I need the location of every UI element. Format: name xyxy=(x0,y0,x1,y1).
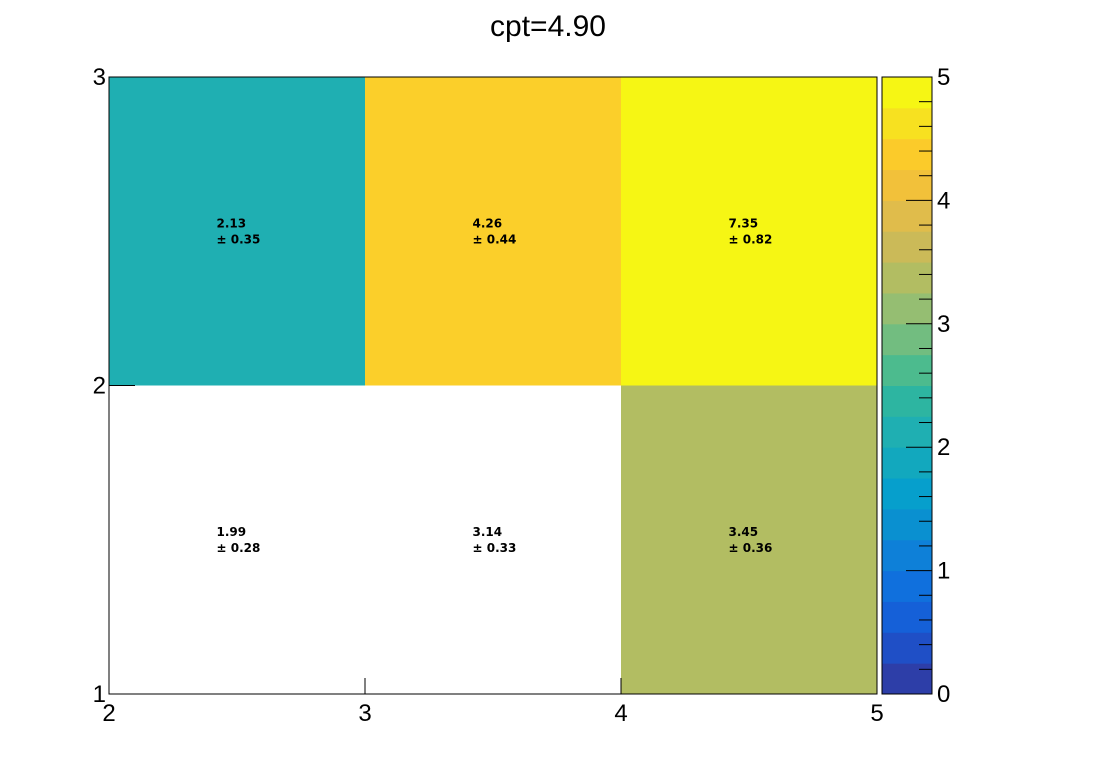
color-scale-bar: 0 1 2 3 4 5 xyxy=(881,64,950,708)
x-tick-label: 2 xyxy=(102,700,115,727)
color-scale-swatch xyxy=(882,169,932,201)
cell-value-label: 7.35 xyxy=(729,216,759,230)
cell-labels: 1.99 ± 0.28 3.14 ± 0.33 3.45 ± 0.36 2.13 ± 0.35… xyxy=(217,216,773,555)
color-scale-swatch xyxy=(882,385,932,417)
cell-value-label: 1.99 xyxy=(217,525,247,539)
heatmap-cell xyxy=(621,385,877,694)
color-scale-swatch xyxy=(882,601,932,633)
heatmap-cells xyxy=(109,77,877,694)
y-tick-label: 1 xyxy=(93,681,106,708)
color-scale-tick-label: 5 xyxy=(937,64,950,91)
y-tick-label: 2 xyxy=(93,373,106,400)
cell-error-label: ± 0.28 xyxy=(217,541,261,555)
color-scale-swatch xyxy=(882,292,932,325)
color-scale-tick-label: 0 xyxy=(937,681,950,708)
color-scale-swatch xyxy=(882,632,932,664)
color-scale-swatch xyxy=(882,478,932,510)
color-scale-swatch xyxy=(882,663,932,695)
color-scale-swatch xyxy=(882,77,932,109)
cell-error-label: ± 0.44 xyxy=(473,232,517,246)
color-scale-swatch xyxy=(882,138,932,171)
x-axis: 2 3 4 5 xyxy=(102,678,884,727)
heatmap-cell xyxy=(109,77,365,386)
cell-value-label: 3.45 xyxy=(729,525,759,539)
y-tick-label: 3 xyxy=(93,64,106,91)
y-axis: 1 2 3 xyxy=(93,64,135,708)
color-scale-tick-label: 3 xyxy=(937,311,950,338)
color-scale-swatch xyxy=(882,323,932,356)
x-tick-label: 3 xyxy=(358,700,371,727)
x-tick-label: 5 xyxy=(870,700,883,727)
cell-value-label: 3.14 xyxy=(473,525,503,539)
color-scale-swatch xyxy=(882,354,932,386)
color-scale-swatch xyxy=(882,200,932,232)
chart-title: cpt=4.90 xyxy=(490,10,606,43)
color-scale-tick-label: 2 xyxy=(937,434,950,461)
heatmap-cell xyxy=(621,77,877,386)
cell-error-label: ± 0.35 xyxy=(217,232,261,246)
color-scale-swatch xyxy=(882,539,932,572)
cell-error-label: ± 0.82 xyxy=(729,232,773,246)
color-scale-swatch xyxy=(882,570,932,602)
color-scale-tick-label: 4 xyxy=(937,187,950,214)
color-scale-tick-label: 1 xyxy=(937,558,950,585)
color-scale-swatch xyxy=(882,262,932,294)
cell-error-label: ± 0.36 xyxy=(729,541,773,555)
color-scale-swatch xyxy=(882,416,932,448)
heatmap-cell xyxy=(365,77,621,386)
x-tick-label: 4 xyxy=(614,700,627,727)
color-scale-swatch xyxy=(882,508,932,541)
color-scale-swatch xyxy=(882,231,932,263)
cell-error-label: ± 0.33 xyxy=(473,541,517,555)
color-scale-swatch xyxy=(882,107,932,140)
cell-value-label: 4.26 xyxy=(473,216,503,230)
cell-value-label: 2.13 xyxy=(217,216,247,230)
color-scale-swatch xyxy=(882,447,932,479)
